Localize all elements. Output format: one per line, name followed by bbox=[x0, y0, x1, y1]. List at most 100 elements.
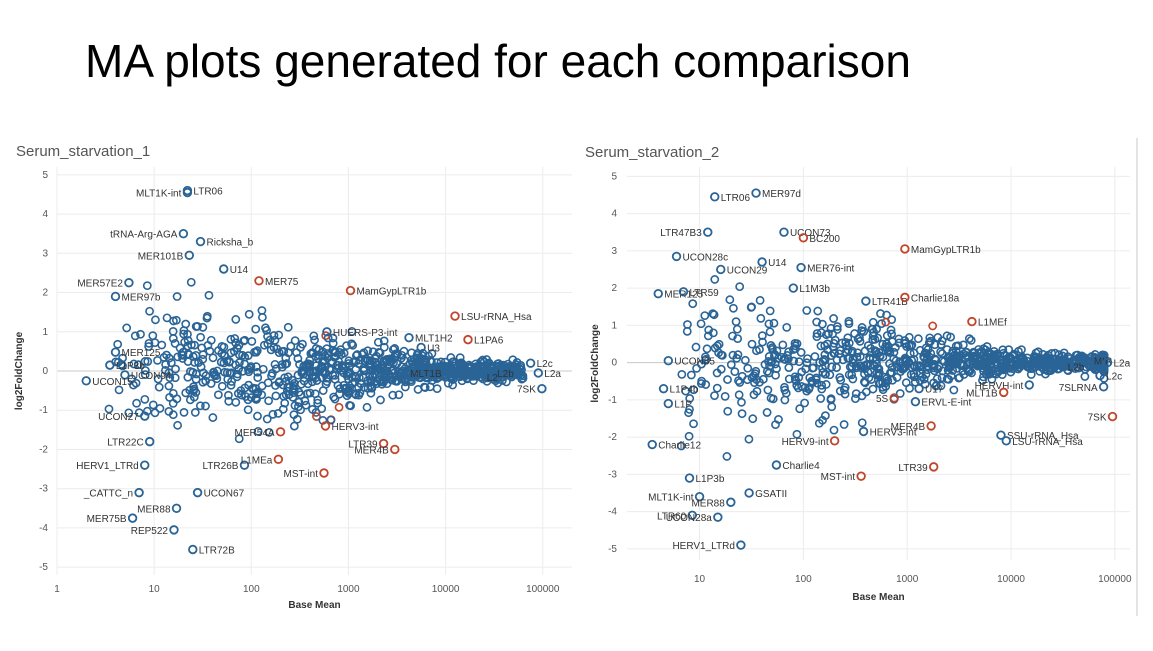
data-point bbox=[300, 396, 310, 406]
point-label: MER75B bbox=[87, 514, 127, 525]
data-point bbox=[961, 353, 970, 363]
data-point bbox=[744, 434, 754, 444]
data-point bbox=[1053, 360, 1063, 369]
data-point bbox=[391, 349, 401, 359]
data-point bbox=[303, 379, 313, 389]
data-point bbox=[784, 363, 794, 372]
data-point bbox=[737, 409, 747, 419]
point-label: HERVH-int bbox=[975, 381, 1024, 392]
labeled-data-point bbox=[694, 491, 705, 502]
data-point bbox=[206, 335, 216, 345]
point-label: LTR59 bbox=[689, 288, 719, 299]
data-point bbox=[281, 353, 291, 363]
data-point bbox=[885, 348, 895, 357]
point-label: LTR60 bbox=[657, 511, 687, 522]
data-point bbox=[796, 348, 806, 357]
labeled-data-point bbox=[110, 347, 121, 357]
point-label: L2c bbox=[537, 359, 553, 370]
data-point bbox=[701, 355, 710, 365]
data-point bbox=[851, 394, 860, 404]
data-point bbox=[432, 384, 442, 394]
data-point bbox=[735, 282, 745, 292]
data-point bbox=[317, 361, 327, 371]
data-point bbox=[848, 358, 858, 368]
data-point bbox=[344, 356, 354, 366]
x-tick-label: 100 bbox=[243, 584, 260, 595]
data-point bbox=[246, 393, 256, 402]
data-point bbox=[253, 373, 263, 383]
labeled-data-point bbox=[378, 438, 389, 449]
labeled-data-point bbox=[320, 421, 331, 431]
data-point bbox=[688, 299, 698, 309]
point-label: MER4B bbox=[891, 422, 926, 433]
data-point bbox=[821, 380, 831, 389]
point-label: MER57E2 bbox=[77, 279, 123, 290]
point-label: MER4B bbox=[354, 445, 389, 456]
data-point bbox=[826, 323, 836, 333]
data-point bbox=[226, 380, 236, 390]
data-point bbox=[160, 365, 170, 375]
data-point bbox=[201, 376, 211, 386]
labeled-data-point bbox=[744, 488, 754, 498]
y-tick-label: 4 bbox=[611, 209, 617, 220]
data-point bbox=[820, 411, 830, 421]
data-point bbox=[733, 350, 743, 360]
data-point bbox=[936, 381, 946, 391]
data-point bbox=[211, 371, 221, 381]
data-point bbox=[217, 381, 227, 391]
data-point bbox=[183, 329, 192, 339]
data-point bbox=[388, 390, 398, 400]
data-point bbox=[326, 415, 336, 425]
data-point bbox=[794, 357, 804, 367]
point-label: GSATII bbox=[755, 489, 787, 500]
data-point bbox=[321, 379, 331, 389]
data-point bbox=[750, 369, 760, 379]
data-point bbox=[860, 346, 870, 356]
data-point bbox=[802, 306, 812, 315]
data-point bbox=[709, 310, 719, 320]
data-point bbox=[194, 358, 203, 367]
labeled-data-point bbox=[219, 264, 229, 274]
labeled-data-point bbox=[110, 291, 121, 302]
data-point bbox=[944, 362, 954, 371]
data-point bbox=[171, 364, 180, 374]
data-point bbox=[159, 352, 169, 362]
data-point bbox=[247, 336, 257, 346]
data-point bbox=[839, 420, 849, 429]
data-point bbox=[243, 351, 253, 361]
data-point bbox=[195, 401, 205, 411]
labeled-data-point bbox=[663, 356, 674, 366]
data-point bbox=[827, 402, 837, 412]
labeled-data-point bbox=[703, 227, 713, 237]
data-point bbox=[313, 398, 323, 408]
data-point bbox=[407, 348, 417, 358]
labeled-data-point bbox=[254, 276, 264, 286]
data-point bbox=[820, 355, 830, 365]
data-point bbox=[704, 325, 714, 335]
data-point bbox=[728, 303, 738, 313]
data-point bbox=[686, 370, 696, 380]
data-point bbox=[932, 374, 942, 384]
y-tick-label: 1 bbox=[42, 327, 48, 338]
data-point bbox=[437, 361, 447, 370]
data-point bbox=[283, 322, 293, 332]
data-point bbox=[234, 340, 244, 350]
data-point bbox=[723, 406, 733, 416]
data-point bbox=[689, 385, 699, 395]
point-label: MER88 bbox=[691, 498, 725, 509]
data-point bbox=[179, 329, 189, 339]
data-point bbox=[735, 378, 745, 387]
data-point bbox=[958, 340, 968, 350]
data-point bbox=[151, 315, 160, 325]
data-point bbox=[213, 390, 223, 400]
data-point bbox=[877, 319, 886, 329]
data-point bbox=[278, 404, 288, 414]
data-point bbox=[910, 377, 920, 387]
data-point bbox=[198, 322, 208, 332]
labeled-data-point bbox=[273, 454, 284, 464]
data-point bbox=[827, 362, 837, 372]
data-point bbox=[150, 408, 160, 418]
x-tick-label: 1000 bbox=[896, 574, 919, 585]
data-point bbox=[224, 396, 234, 406]
x-tick-label: 1 bbox=[54, 584, 60, 595]
